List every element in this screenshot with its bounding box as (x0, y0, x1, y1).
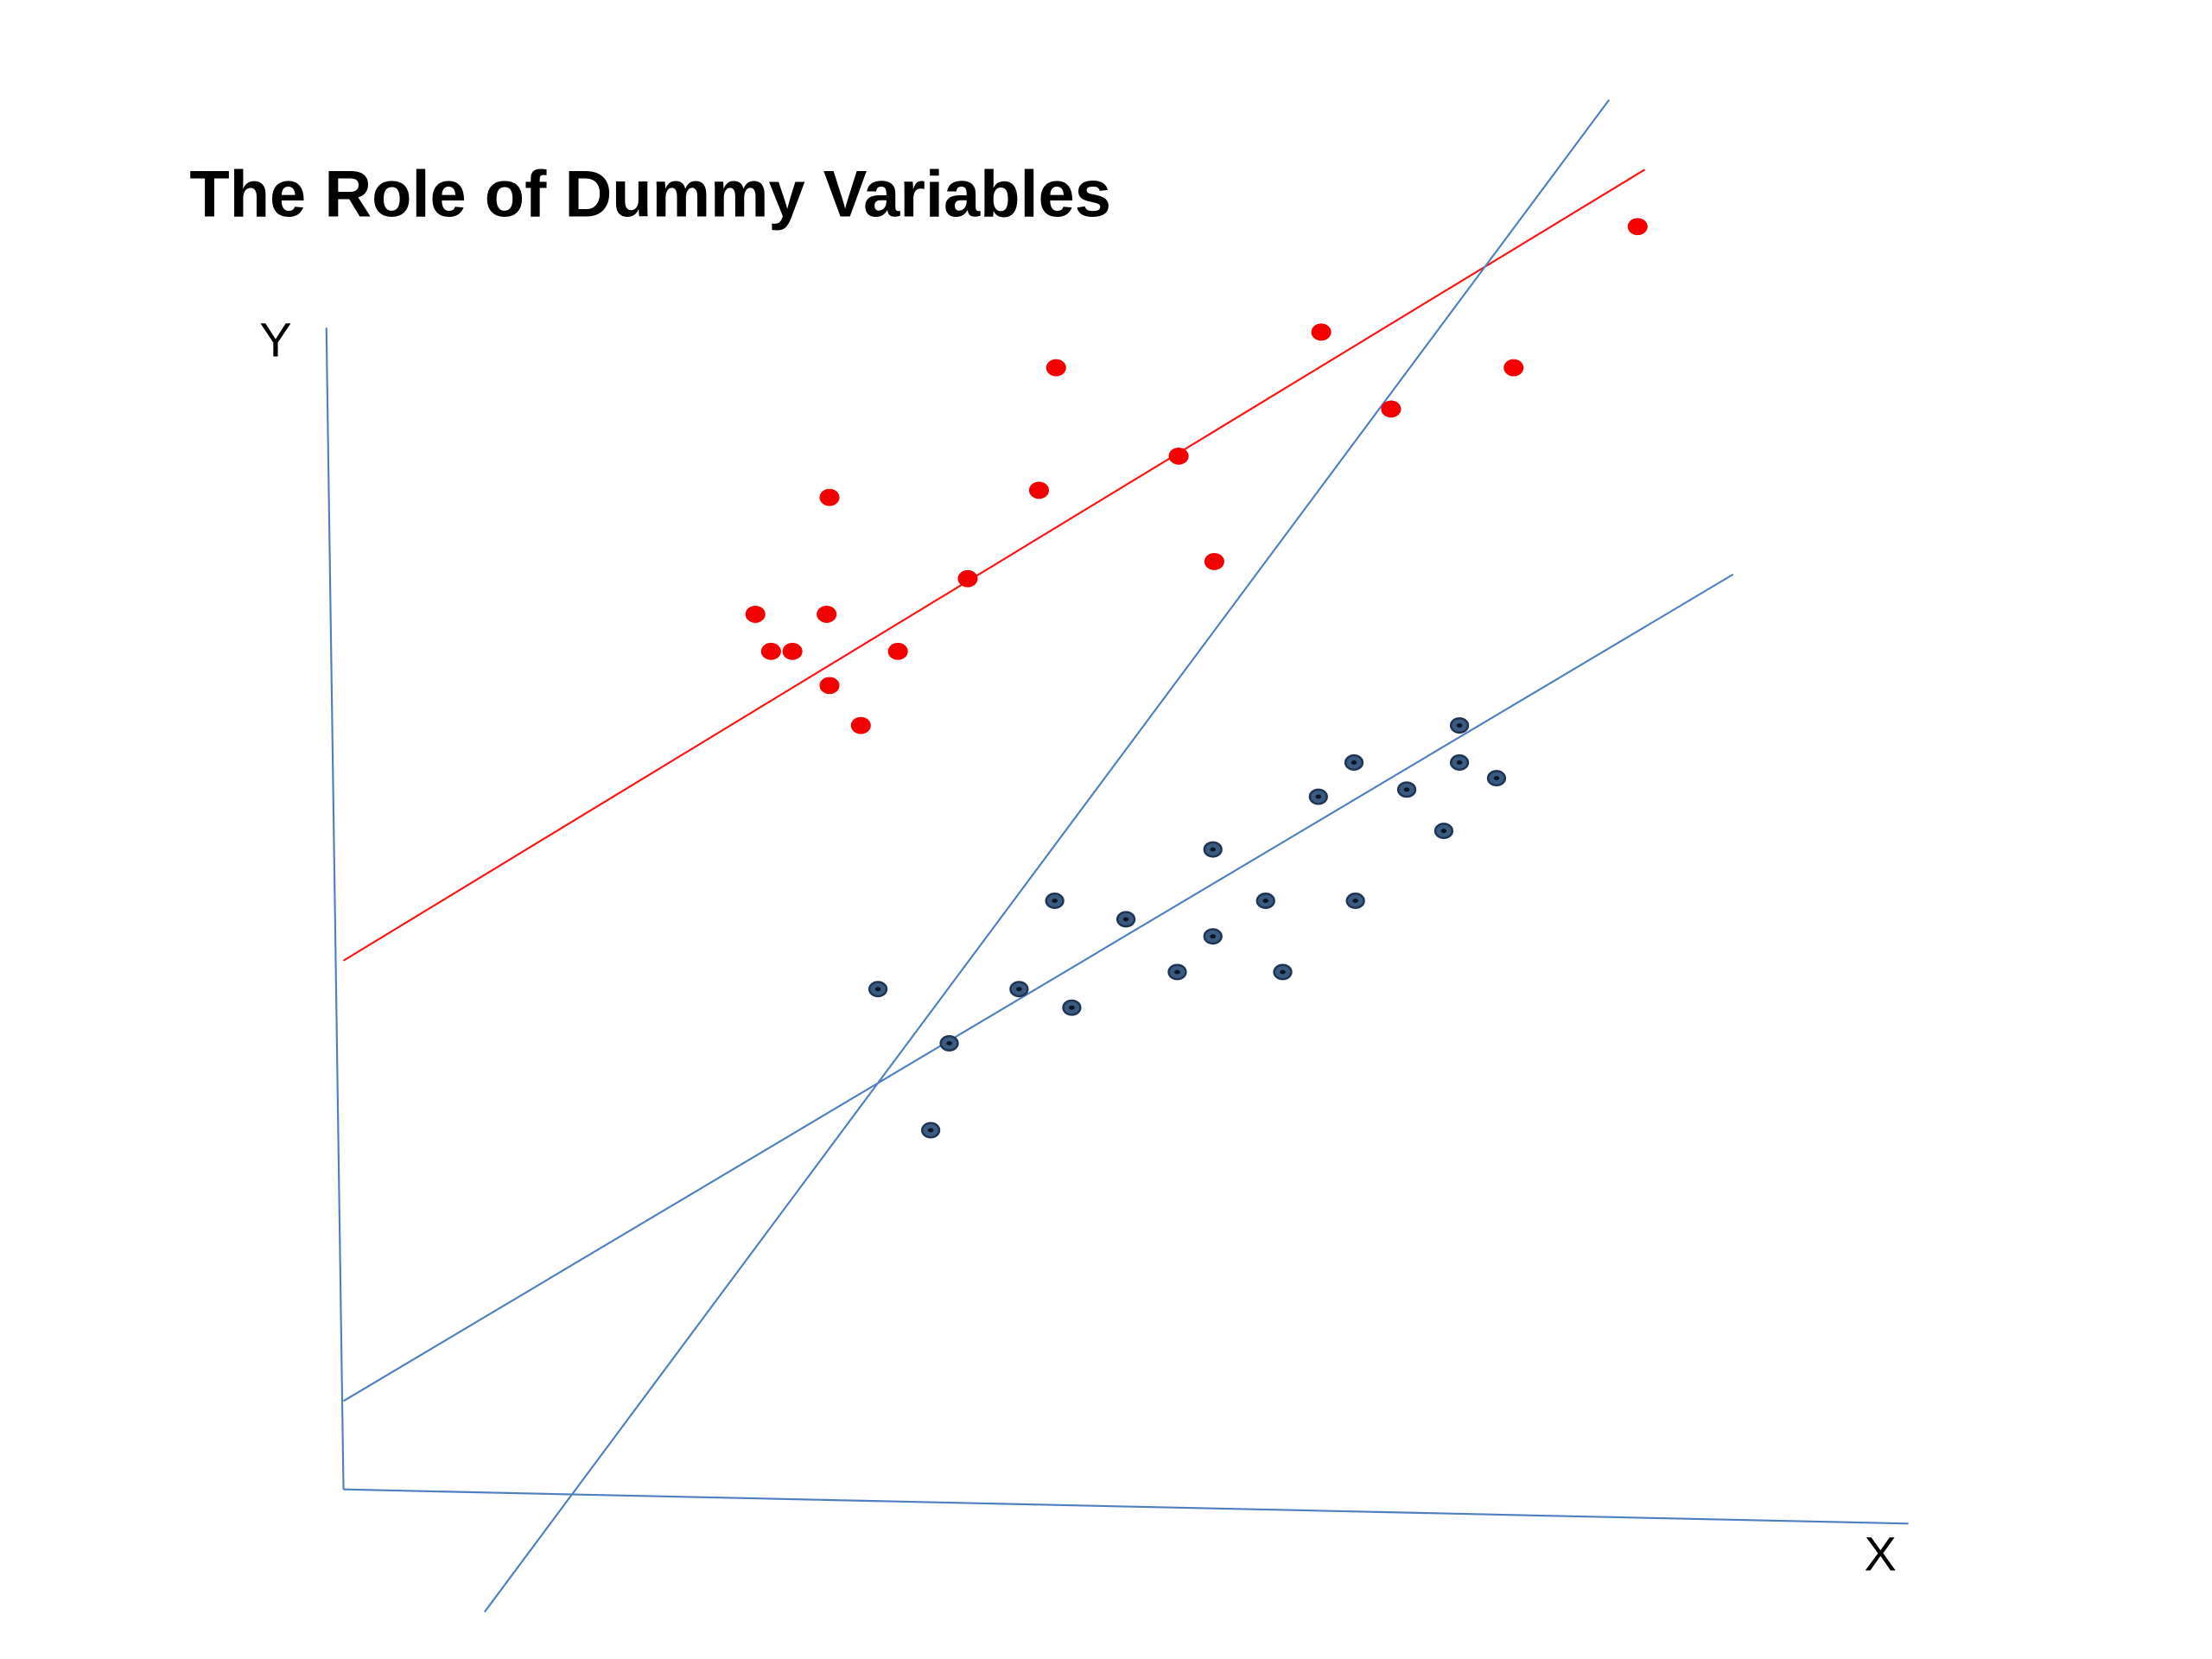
red-point (760, 642, 781, 660)
blue-point-core (1456, 723, 1463, 728)
blue-point (1255, 892, 1275, 909)
blue-fit-line (342, 573, 1734, 1402)
red-point (957, 569, 978, 588)
red-point (1627, 218, 1648, 236)
red-points (745, 218, 1648, 734)
x-axis (343, 1488, 1909, 1525)
red-point (819, 677, 840, 695)
pooled-fit-line (483, 99, 1611, 1613)
blue-point (1062, 999, 1082, 1016)
blue-point (920, 1122, 941, 1139)
red-point (745, 606, 766, 623)
red-point (1503, 359, 1524, 377)
blue-point (1308, 788, 1328, 805)
red-point (1204, 553, 1224, 570)
red-point (1311, 323, 1332, 341)
red-point (1381, 400, 1402, 418)
blue-point (1396, 781, 1417, 798)
blue-point (1116, 911, 1136, 928)
blue-point-core (1069, 1005, 1075, 1010)
title: The Role of Dummy Variables (189, 158, 1111, 232)
blue-point (1449, 717, 1470, 734)
y-axis-label: Y (259, 312, 291, 366)
blue-point (1486, 770, 1507, 787)
blue-point-core (1210, 934, 1217, 939)
red-point (887, 642, 908, 660)
blue-point (1433, 823, 1454, 840)
blue-point (1167, 963, 1187, 981)
red-point (850, 716, 871, 734)
blue-point-core (927, 1128, 934, 1133)
blue-point (1203, 841, 1223, 858)
blue-point-core (1352, 899, 1358, 903)
red-fit-line (342, 168, 1646, 962)
blue-point-core (1174, 969, 1180, 975)
blue-point-core (1440, 829, 1447, 834)
blue-points (868, 717, 1507, 1139)
blue-point-core (1262, 899, 1269, 903)
blue-point (1203, 928, 1223, 945)
red-point (782, 642, 803, 660)
blue-point (1273, 963, 1293, 981)
blue-point-core (1493, 776, 1500, 781)
red-point (1168, 447, 1189, 465)
red-point (817, 606, 837, 623)
blue-point (939, 1034, 959, 1052)
blue-point (1449, 753, 1470, 771)
blue-point (868, 981, 888, 998)
x-axis-label: X (1865, 1527, 1897, 1581)
blue-point-core (946, 1040, 952, 1046)
blue-point (1345, 892, 1365, 909)
blue-point (1344, 753, 1364, 771)
red-point (1028, 481, 1050, 499)
blue-point (1045, 892, 1065, 909)
blue-point-core (1016, 987, 1022, 992)
blue-point-core (1351, 760, 1357, 765)
red-point (819, 488, 840, 506)
blue-point-core (874, 987, 881, 992)
red-point (1046, 359, 1066, 377)
blue-point-core (1403, 787, 1410, 792)
blue-point-core (1122, 917, 1129, 922)
blue-point-core (1052, 899, 1058, 903)
y-axis (325, 327, 345, 1490)
blue-point-core (1456, 760, 1463, 765)
blue-point-core (1210, 847, 1217, 852)
blue-point-core (1315, 794, 1322, 799)
blue-point (1009, 981, 1029, 998)
blue-point-core (1280, 969, 1286, 975)
